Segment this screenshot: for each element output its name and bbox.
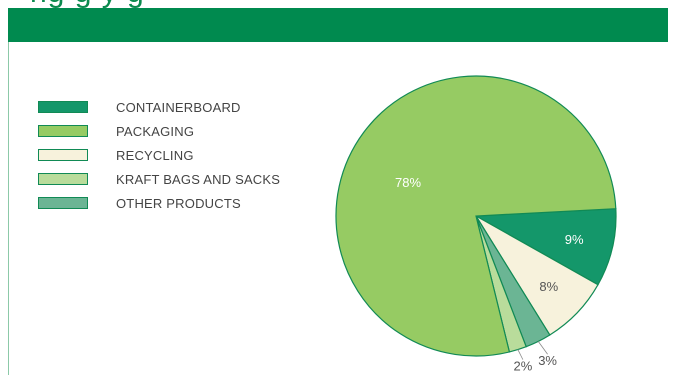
cropped-title-strip: ng g y g: [0, 0, 675, 8]
leader-line-other-products: [537, 341, 548, 355]
pie-slice-packaging: [335, 75, 617, 357]
legend-swatch-containerboard: [38, 101, 88, 113]
legend-item-other-products: OTHER PRODUCTS: [38, 191, 280, 215]
legend-label-other-products: OTHER PRODUCTS: [116, 195, 241, 211]
header-band: [8, 8, 668, 42]
leader-line-kraft-bags: [517, 349, 524, 360]
legend-swatch-other-products: [38, 197, 88, 209]
chart-legend: CONTAINERBOARD PACKAGING RECYCLING KRAFT…: [38, 95, 280, 215]
legend-label-recycling: RECYCLING: [116, 147, 194, 163]
legend-item-packaging: PACKAGING: [38, 119, 280, 143]
legend-item-containerboard: CONTAINERBOARD: [38, 95, 280, 119]
legend-swatch-packaging: [38, 125, 88, 137]
panel-left-rule: [8, 42, 9, 375]
pie-slice-containerboard: [473, 208, 617, 286]
slice-label-containerboard: 9%: [565, 232, 584, 247]
legend-label-packaging: PACKAGING: [116, 123, 195, 139]
cropped-title-text: ng g y g: [30, 0, 145, 8]
slice-label-other-products: 3%: [538, 353, 557, 368]
legend-label-containerboard: CONTAINERBOARD: [116, 99, 241, 115]
legend-item-recycling: RECYCLING: [38, 143, 280, 167]
slice-label-recycling: 8%: [539, 279, 558, 294]
legend-label-kraft-bags: KRAFT BAGS AND SACKS: [116, 171, 281, 187]
slice-label-packaging: 78%: [395, 175, 421, 190]
slice-label-kraft-bags: 2%: [513, 359, 532, 374]
legend-swatch-recycling: [38, 149, 88, 161]
legend-swatch-kraft-bags: [38, 173, 88, 185]
legend-item-kraft-bags: KRAFT BAGS AND SACKS: [38, 167, 280, 191]
